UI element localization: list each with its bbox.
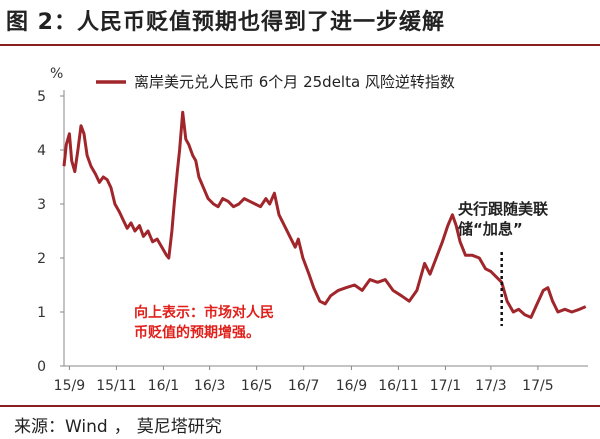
- x-tick-label: 16/1: [148, 378, 179, 394]
- y-tick-label: 4: [37, 143, 46, 159]
- annotation-red-line: 向上表示：市场对人民: [134, 304, 274, 321]
- footer-divider: [0, 405, 600, 407]
- source-item-monitor: 莫尼塔研究: [136, 417, 222, 437]
- x-tick-label: 17/5: [522, 378, 553, 394]
- source-label: 来源：: [14, 417, 65, 437]
- title-divider: [0, 44, 600, 46]
- x-tick-label: 16/9: [336, 378, 367, 394]
- annotation-black-line: 储“加息”: [458, 220, 523, 238]
- source-separator: ，: [113, 417, 131, 437]
- annotation-black-line: 央行跟随美联: [458, 200, 549, 218]
- source-line: 来源：Wind，莫尼塔研究: [14, 412, 222, 437]
- source-item-wind: Wind: [65, 417, 108, 437]
- annotation-red-line: 币贬值的预期增强。: [134, 324, 260, 341]
- x-tick-label: 17/3: [475, 378, 506, 394]
- legend-label: 离岸美元兑人民币 6个月 25delta 风险逆转指数: [134, 73, 455, 91]
- y-tick-label: 2: [37, 251, 46, 267]
- chart-title: 图 2：人民币贬值预期也得到了进一步缓解: [6, 10, 445, 35]
- series-line: [62, 110, 587, 319]
- x-tick-label: 15/11: [96, 378, 136, 394]
- y-tick-label: 1: [37, 305, 46, 321]
- x-tick-label: 16/5: [241, 378, 272, 394]
- y-tick-label: 5: [37, 89, 46, 105]
- x-tick-label: 15/9: [54, 378, 85, 394]
- y-tick-label: 3: [37, 197, 46, 213]
- x-tick-label: 17/1: [430, 378, 461, 394]
- x-tick-label: 16/3: [194, 378, 225, 394]
- x-tick-label: 16/11: [378, 378, 418, 394]
- x-tick-label: 16/7: [288, 378, 319, 394]
- y-tick-label: 0: [37, 359, 46, 375]
- y-unit-label: %: [50, 66, 63, 82]
